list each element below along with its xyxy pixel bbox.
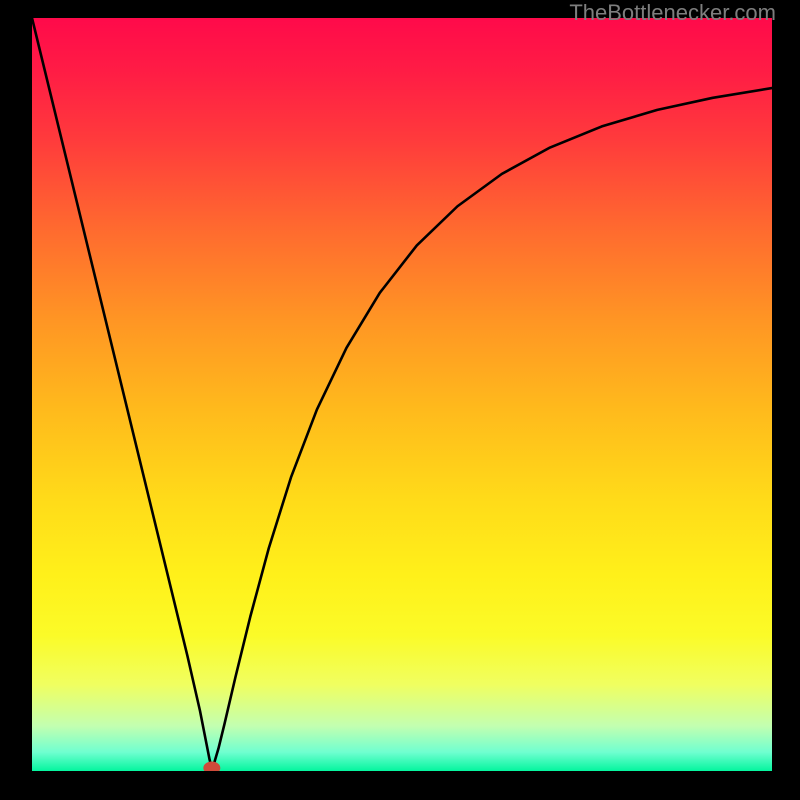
gradient-background (32, 18, 772, 771)
watermark-text: TheBottlenecker.com (569, 0, 776, 26)
chart-frame: TheBottlenecker.com (0, 0, 800, 800)
gradient-plot (32, 18, 772, 771)
plot-area (32, 18, 772, 771)
